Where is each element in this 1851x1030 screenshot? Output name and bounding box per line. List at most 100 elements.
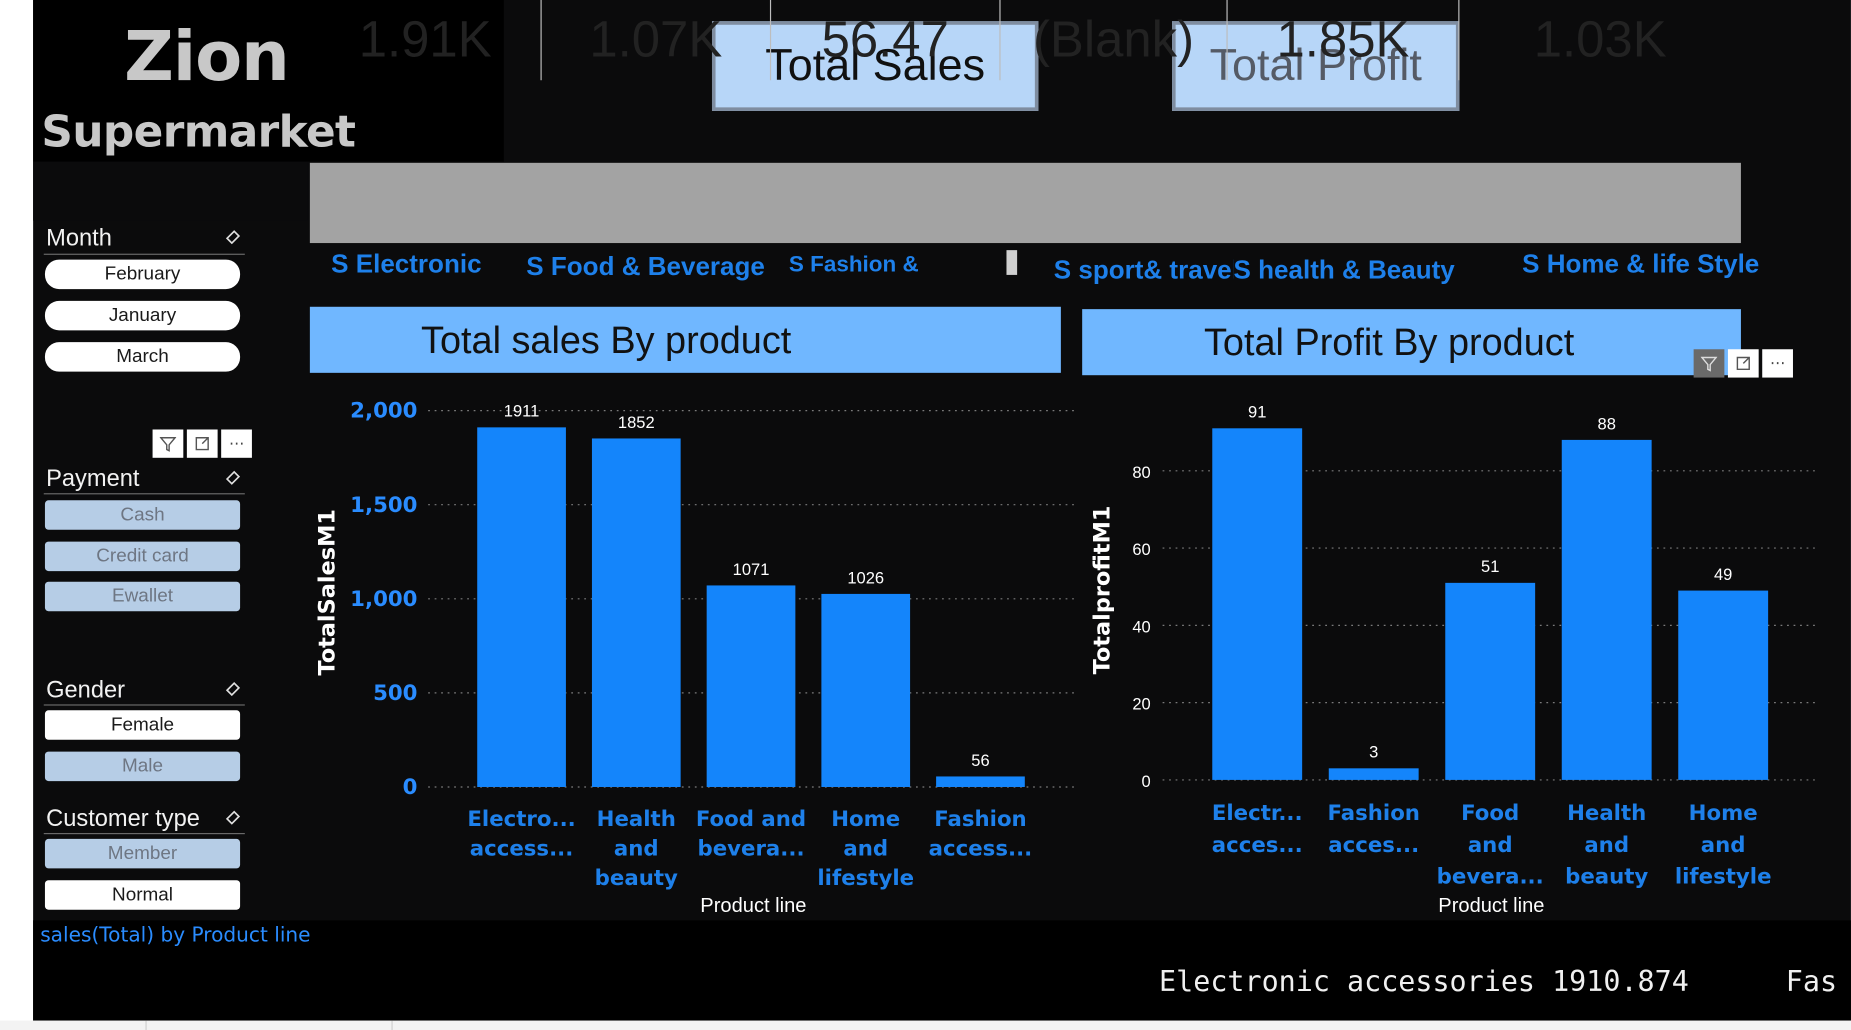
month-option-march[interactable]: March: [44, 342, 241, 372]
filter-icon[interactable]: [152, 429, 184, 458]
profit-panel-header: Total Profit By product: [1082, 309, 1741, 376]
x-category-label: access...: [470, 836, 574, 861]
y-tick-label: 60: [1132, 540, 1150, 559]
kpi-health-label: S health & Beauty: [1233, 254, 1455, 285]
brand-panel-lower: [33, 161, 308, 221]
total-sales-button[interactable]: Total Sales: [711, 21, 1039, 111]
x-category-label: Health: [597, 807, 676, 832]
sales-panel-header: Total sales By product: [309, 306, 1061, 373]
ticker-item: Electronic accessories 1910.874: [1159, 965, 1689, 999]
x-category-label: Health: [1567, 801, 1646, 826]
more-options-icon[interactable]: ⋯: [221, 429, 252, 458]
kpi-sport-value: (Blank): [1001, 0, 1228, 81]
x-category-label: acces...: [1328, 833, 1419, 858]
month-option-january[interactable]: January: [44, 300, 241, 331]
kpi-fashion-label: S Fashion &: [788, 252, 919, 278]
brand-logo-line1: Zion: [124, 16, 290, 97]
month-slicer-title: Month: [46, 225, 112, 252]
kpi-sport-label: S sport& travel: [1053, 254, 1234, 285]
data-label: 88: [1597, 414, 1615, 433]
x-category-label: and: [1701, 833, 1746, 858]
x-category-label: Electr...: [1212, 801, 1303, 826]
kpi-home-value: 1.03K: [1533, 11, 1667, 68]
customer-type-slicer-title: Customer type: [46, 805, 200, 832]
bar[interactable]: [1445, 582, 1536, 780]
bottom-strip: [0, 1020, 1851, 1030]
data-label: 51: [1481, 557, 1499, 576]
brand-logo-line2: Supermarket: [41, 106, 356, 157]
kpi-electronic-label: S Electronic: [331, 248, 482, 279]
data-label: 91: [1248, 403, 1266, 422]
brand-panel: [33, 0, 504, 162]
y-axis-title: TotalSalesM1: [315, 509, 341, 676]
focus-mode-icon[interactable]: [1727, 349, 1759, 378]
kpi-food-label: S Food & Beverage: [526, 251, 765, 281]
kpi-home-label: S Home & life Style: [1522, 248, 1760, 279]
filter-icon[interactable]: [1693, 349, 1725, 378]
month-option-february[interactable]: February: [44, 259, 241, 290]
y-tick-label: 20: [1132, 695, 1150, 714]
chart-toolbar: ⋯: [1693, 349, 1793, 378]
customer-option-member[interactable]: Member: [44, 838, 241, 869]
payment-slicer-title: Payment: [46, 466, 140, 493]
scroll-marker: [1006, 250, 1018, 275]
bar[interactable]: [591, 438, 681, 787]
x-category-label: Fashion: [1327, 801, 1420, 826]
data-label: 1026: [847, 568, 884, 587]
bar[interactable]: [821, 593, 911, 787]
gender-option-male[interactable]: Male: [44, 751, 241, 782]
customer-option-normal[interactable]: Normal: [44, 880, 241, 910]
x-axis-title: Product line: [1438, 895, 1544, 917]
data-label: 1071: [733, 560, 770, 579]
data-label: 3: [1369, 743, 1378, 762]
x-category-label: Electro...: [467, 807, 575, 832]
payment-option-cash[interactable]: Cash: [44, 500, 241, 530]
y-axis-title: TotalprofitM1: [1089, 505, 1115, 674]
y-tick-label: 2,000: [350, 399, 417, 424]
focus-mode-icon[interactable]: [186, 429, 218, 458]
profit-bar-chart: 0 20 40 60 80 TotalprofitM1 91 Electr... acces..…: [1089, 403, 1817, 917]
payment-option-ewallet[interactable]: Ewallet: [44, 581, 241, 612]
x-category-label: and: [1584, 833, 1629, 858]
bar[interactable]: [1678, 590, 1769, 780]
eraser-icon[interactable]: [225, 680, 242, 697]
data-label: 56: [971, 751, 989, 770]
slicer-divider: [43, 833, 245, 835]
total-profit-button[interactable]: Total Profit: [1172, 21, 1460, 111]
bar[interactable]: [936, 776, 1025, 787]
x-category-label: acces...: [1212, 833, 1303, 858]
x-category-label: lifestyle: [1675, 865, 1772, 890]
bar[interactable]: [1212, 428, 1303, 780]
slicer-divider: [43, 704, 245, 706]
data-label: 1911: [504, 402, 540, 421]
x-category-label: beauty: [595, 866, 678, 891]
data-label: 49: [1714, 565, 1732, 584]
payment-option-credit-card[interactable]: Credit card: [44, 541, 241, 572]
eraser-icon[interactable]: [225, 808, 242, 825]
slicer-toolbar: ⋯: [152, 429, 252, 458]
kpi-row: [309, 162, 1741, 244]
x-category-label: and: [1468, 833, 1513, 858]
eraser-icon[interactable]: [225, 228, 242, 245]
footer-ticker: Electronic accessories 1910.874 Fas: [1159, 965, 1851, 998]
x-category-label: Home: [1689, 801, 1758, 826]
bar[interactable]: [477, 427, 566, 787]
more-options-icon[interactable]: ⋯: [1762, 349, 1793, 378]
bar[interactable]: [1328, 768, 1419, 780]
x-category-label: Food: [1461, 801, 1519, 826]
x-category-label: beauty: [1565, 865, 1648, 890]
x-category-label: bevera...: [697, 836, 804, 861]
bar[interactable]: [1561, 439, 1652, 780]
data-label: 1852: [618, 413, 655, 432]
kpi-electronic-value: 1.91K: [310, 0, 542, 81]
bar[interactable]: [706, 585, 796, 787]
x-category-label: Fashion: [934, 807, 1027, 832]
x-category-label: Food and: [696, 807, 806, 832]
x-category-label: lifestyle: [817, 866, 914, 891]
y-tick-label: 80: [1132, 463, 1150, 482]
gender-option-female[interactable]: Female: [44, 710, 241, 740]
y-tick-label: 1,000: [350, 587, 417, 612]
x-category-label: Home: [831, 807, 900, 832]
eraser-icon[interactable]: [225, 468, 242, 485]
gender-slicer-title: Gender: [46, 677, 126, 704]
